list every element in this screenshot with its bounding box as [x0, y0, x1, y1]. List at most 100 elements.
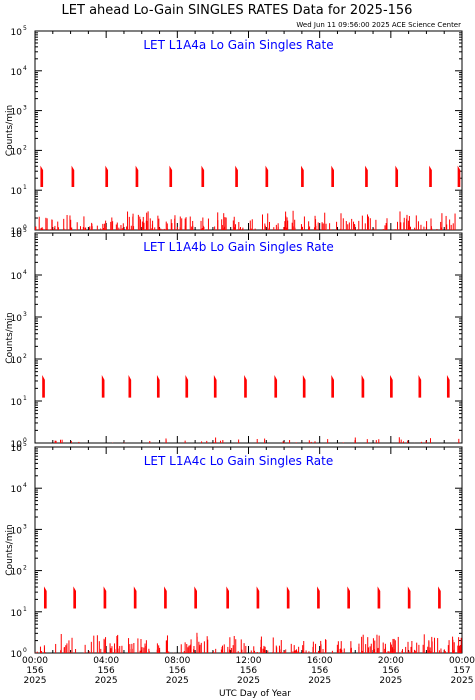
spike-mark — [135, 165, 139, 188]
y-tick-exponent: 4 — [23, 482, 27, 489]
panel-title: LET L1A4b Lo Gain Singles Rate — [143, 240, 334, 254]
x-tick-label: 08:00 — [164, 656, 190, 666]
y-tick-exponent: 5 — [23, 441, 27, 448]
background-noise-series — [34, 210, 456, 230]
spike-series — [43, 586, 441, 609]
x-tick-label: 156 — [311, 666, 328, 676]
y-tick-exponent: 3 — [23, 311, 27, 318]
x-tick-label: 156 — [382, 666, 399, 676]
y-axis-label: Counts/min — [5, 312, 15, 363]
spike-mark — [244, 375, 247, 398]
y-tick-label: 10 — [11, 526, 23, 536]
x-tick-label: 156 — [169, 666, 186, 676]
background-noise-series — [54, 437, 460, 443]
y-tick-label: 10 — [11, 485, 23, 495]
spike-mark — [274, 375, 278, 398]
y-tick-exponent: 4 — [23, 269, 27, 276]
x-tick-label: 2025 — [237, 676, 260, 686]
spike-mark — [71, 165, 75, 188]
y-tick-label: 10 — [11, 108, 23, 118]
y-tick-label: 10 — [11, 398, 23, 408]
spike-mark — [43, 586, 47, 609]
y-tick-exponent: 4 — [23, 65, 27, 72]
x-axis-label: UTC Day of Year — [219, 689, 291, 699]
y-tick-exponent: 2 — [23, 353, 27, 360]
x-tick-label: 157 — [453, 666, 470, 676]
spike-mark — [331, 165, 334, 188]
spike-mark — [347, 586, 351, 609]
x-tick-label: 156 — [240, 666, 257, 676]
y-tick-label: 10 — [11, 28, 23, 38]
y-axis-label: Counts/min — [5, 524, 15, 575]
spike-mark — [128, 375, 132, 398]
y-tick-label: 10 — [11, 356, 23, 366]
spike-mark — [429, 165, 432, 188]
spike-mark — [395, 165, 399, 188]
x-tick-label: 12:00 — [236, 656, 262, 666]
y-tick-exponent: 3 — [23, 523, 27, 530]
x-tick-label: 00:00 — [22, 656, 48, 666]
spike-mark — [301, 165, 304, 188]
spike-mark — [133, 586, 137, 609]
y-tick-exponent: 5 — [23, 25, 27, 32]
y-tick-exponent: 0 — [23, 647, 27, 654]
chart-title: LET ahead Lo-Gain SINGLES RATES Data for… — [62, 3, 413, 18]
spike-mark — [331, 375, 334, 398]
y-tick-exponent: 1 — [23, 184, 27, 191]
timestamp-label: Wed Jun 11 09:56:00 2025 ACE Science Cen… — [296, 21, 461, 29]
spike-mark — [302, 375, 306, 398]
x-tick-label: 2025 — [451, 676, 474, 686]
spike-mark — [73, 586, 77, 609]
y-tick-label: 10 — [11, 227, 23, 237]
x-tick-label: 20:00 — [378, 656, 404, 666]
spike-series — [42, 375, 450, 398]
spike-mark — [201, 165, 205, 188]
spike-mark — [361, 375, 365, 398]
x-tick-label: 00:00 — [449, 656, 475, 666]
spike-mark — [101, 375, 105, 398]
spike-mark — [286, 586, 290, 609]
panel-frame — [34, 232, 463, 444]
y-axis-label: Counts/min — [5, 105, 15, 156]
y-tick-label: 10 — [11, 272, 23, 282]
y-tick-exponent: 0 — [23, 437, 27, 444]
y-tick-exponent: 1 — [23, 606, 27, 613]
spike-mark — [213, 375, 217, 398]
panel-title: LET L1A4a Lo Gain Singles Rate — [143, 38, 333, 52]
y-tick-label: 10 — [11, 609, 23, 619]
y-tick-exponent: 3 — [23, 105, 27, 112]
spike-mark — [164, 586, 167, 609]
spike-mark — [317, 586, 320, 609]
spike-mark — [365, 165, 368, 188]
panel-title: LET L1A4c Lo Gain Singles Rate — [144, 454, 334, 468]
y-tick-label: 10 — [11, 187, 23, 197]
x-tick-label: 04:00 — [93, 656, 119, 666]
x-tick-label: 2025 — [379, 676, 402, 686]
spike-mark — [438, 586, 441, 609]
x-tick-label: 2025 — [308, 676, 331, 686]
x-tick-label: 2025 — [95, 676, 118, 686]
spike-mark — [256, 586, 260, 609]
spike-mark — [194, 586, 197, 609]
spike-mark — [185, 375, 189, 398]
y-tick-exponent: 2 — [23, 144, 27, 151]
spike-mark — [457, 165, 461, 188]
spike-mark — [156, 375, 160, 398]
spike-mark — [235, 165, 238, 188]
y-tick-label: 10 — [11, 650, 23, 660]
y-tick-label: 10 — [11, 568, 23, 578]
spike-mark — [169, 165, 173, 188]
panel-frame — [34, 446, 463, 654]
y-tick-exponent: 1 — [23, 395, 27, 402]
spike-mark — [42, 375, 45, 398]
spike-mark — [103, 586, 107, 609]
y-tick-label: 10 — [11, 68, 23, 78]
spike-mark — [407, 586, 411, 609]
spike-mark — [446, 375, 450, 398]
spike-series — [40, 165, 461, 188]
y-tick-exponent: 5 — [23, 227, 27, 234]
